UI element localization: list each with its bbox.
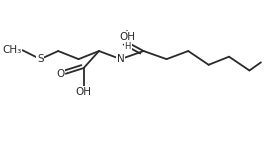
Text: S: S [37,54,44,64]
Text: CH₃: CH₃ [2,45,21,55]
Text: N: N [117,54,124,64]
Text: O: O [56,69,65,79]
Text: OH: OH [76,87,92,97]
Text: OH: OH [119,32,135,42]
Text: H: H [124,42,131,51]
